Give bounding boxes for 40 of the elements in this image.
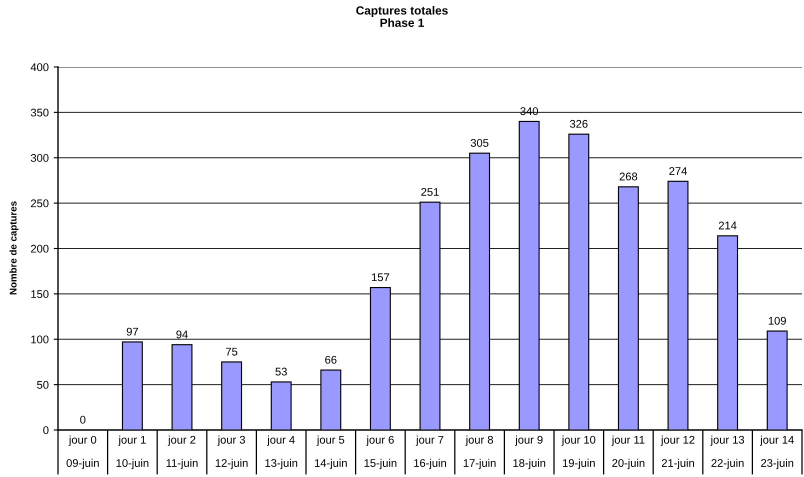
x-tick-label: jour 7 16-juin bbox=[414, 436, 446, 470]
x-tick-label: jour 6 15-juin bbox=[364, 436, 396, 470]
data-label: 251 bbox=[421, 188, 439, 196]
data-label: 274 bbox=[669, 167, 687, 175]
data-label: 66 bbox=[325, 356, 336, 364]
x-tick-label: jour 10 19-juin bbox=[562, 436, 596, 470]
y-tick-label: 400 bbox=[30, 63, 49, 72]
data-label: 305 bbox=[470, 138, 488, 147]
y-tick-label: 50 bbox=[37, 380, 49, 389]
x-tick-label: jour 14 23-juin bbox=[760, 436, 794, 470]
y-tick-label: 150 bbox=[31, 290, 49, 298]
x-tick-label: jour 0 09-juin bbox=[66, 436, 99, 470]
data-label: 94 bbox=[176, 330, 188, 338]
x-tick-label: jour 9 18-juin bbox=[513, 436, 546, 470]
x-tick-label: jour 3 12-juin bbox=[216, 436, 248, 470]
data-label: 75 bbox=[226, 348, 238, 356]
x-tick-label: jour 12 21-juin bbox=[660, 436, 694, 470]
x-tick-label: jour 5 14-juin bbox=[314, 436, 347, 470]
x-tick-label: jour 13 22-juin bbox=[710, 436, 744, 470]
data-label: 268 bbox=[620, 172, 638, 180]
x-tick-label: jour 2 11-juin bbox=[166, 436, 198, 470]
chart-title: Captures totales Phase 1 bbox=[356, 6, 448, 27]
y-tick-label: 350 bbox=[30, 108, 49, 117]
data-label: 326 bbox=[570, 120, 588, 128]
data-label: 214 bbox=[718, 222, 737, 230]
y-axis-title: Nombre de captures bbox=[9, 201, 19, 294]
y-tick-label: 200 bbox=[30, 244, 49, 253]
data-label: 97 bbox=[126, 328, 138, 336]
x-tick-label: jour 1 10-juin bbox=[116, 436, 148, 470]
x-tick-label: jour 4 13-juin bbox=[265, 436, 298, 470]
data-label: 0 bbox=[80, 416, 86, 424]
x-tick-label: jour 8 17-juin bbox=[464, 436, 496, 470]
x-tick-label: jour 11 20-juin bbox=[612, 436, 644, 470]
data-label: 157 bbox=[372, 273, 390, 282]
y-tick-label: 250 bbox=[30, 199, 49, 208]
data-label: 53 bbox=[275, 368, 287, 376]
y-tick-label: 100 bbox=[31, 336, 49, 344]
y-tick-label: 300 bbox=[30, 154, 49, 162]
y-tick-label: 0 bbox=[43, 426, 49, 434]
data-label: 109 bbox=[768, 316, 786, 325]
